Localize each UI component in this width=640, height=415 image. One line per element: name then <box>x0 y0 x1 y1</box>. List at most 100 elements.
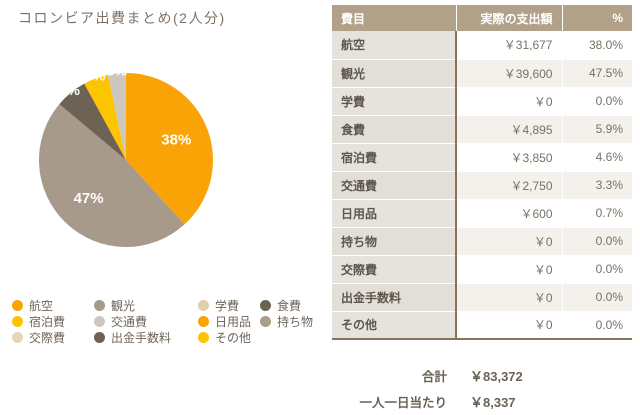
table-row: 出金手数料 ￥0 0.0% <box>332 283 632 312</box>
legend-label: 交通費 <box>111 315 148 329</box>
pie-slice-label: 38% <box>161 132 191 149</box>
cell-value: ￥0 <box>456 87 562 116</box>
cell-value: ￥0 <box>456 283 562 312</box>
cell-name: その他 <box>332 311 457 340</box>
cell-name: 交際費 <box>332 255 457 284</box>
cell-percent: 4.6% <box>561 143 632 172</box>
cell-value: ￥0 <box>456 311 562 340</box>
table-row: 交通費 ￥2,750 3.3% <box>332 171 632 200</box>
legend-item-kosaihi[interactable]: 交際費 <box>12 330 94 345</box>
legend-swatch-icon <box>12 332 23 343</box>
total-label: 合計 <box>421 369 447 384</box>
totals-section: 合計 ￥83,372 一人一日当たり ￥8,337 <box>332 362 632 414</box>
legend-column-4: 食費 持ち物 <box>260 298 318 345</box>
cell-value: ￥31,677 <box>456 31 562 60</box>
chart-panel: コロンビア出費まとめ(2人分) 38% 47% 6% 5% 3% 航空 宿泊費 交際費 <box>12 10 318 345</box>
legend-item-sonota[interactable]: その他 <box>198 330 260 345</box>
legend-column-3: 学費 日用品 その他 <box>198 298 260 345</box>
chart-legend: 航空 宿泊費 交際費 観光 交通費 出金手数料 <box>12 298 318 345</box>
pie-slice-label: 6% <box>60 82 81 98</box>
legend-label: 学費 <box>215 299 240 313</box>
legend-swatch-icon <box>12 300 23 311</box>
table-row: 食費 ￥4,895 5.9% <box>332 115 632 144</box>
legend-item-nichiyohin[interactable]: 日用品 <box>198 314 260 329</box>
legend-label: 出金手数料 <box>111 331 172 345</box>
pie-chart-svg: 38% 47% 6%5% 3% <box>38 62 213 248</box>
legend-label: 食費 <box>277 299 302 313</box>
legend-swatch-icon <box>260 316 271 327</box>
cell-percent: 0.0% <box>561 311 632 340</box>
cell-name: 学費 <box>332 87 457 116</box>
pie-slice-label: 3% <box>107 62 128 78</box>
cell-percent: 0.0% <box>561 227 632 256</box>
legend-column-2: 観光 交通費 出金手数料 <box>94 298 198 345</box>
pie-slice-label: 5% <box>85 68 106 84</box>
cell-value: ￥0 <box>456 227 562 256</box>
legend-swatch-icon <box>198 316 209 327</box>
legend-label: 持ち物 <box>277 315 314 329</box>
pie-slice[interactable] <box>107 73 126 160</box>
cell-percent: 0.0% <box>561 255 632 284</box>
per-person-per-day-label: 一人一日当たり <box>359 395 447 410</box>
legend-item-shukkintesuryo[interactable]: 出金手数料 <box>94 330 198 345</box>
cell-name: 観光 <box>332 59 457 88</box>
legend-label: 宿泊費 <box>29 315 66 329</box>
legend-item-shokuhi[interactable]: 食費 <box>260 298 318 313</box>
legend-swatch-icon <box>260 300 271 311</box>
cell-percent: 47.5% <box>561 59 632 88</box>
cell-value: ￥600 <box>456 199 562 228</box>
cell-name: 日用品 <box>332 199 457 228</box>
table-row: 持ち物 ￥0 0.0% <box>332 227 632 256</box>
legend-swatch-icon <box>198 300 209 311</box>
legend-item-kotsuhi[interactable]: 交通費 <box>94 314 198 329</box>
cell-name: 食費 <box>332 115 457 144</box>
pie-slice-group <box>38 73 213 248</box>
table-row: その他 ￥0 0.0% <box>332 311 632 340</box>
column-header-percent: % <box>562 5 632 31</box>
cell-percent: 0.0% <box>561 87 632 116</box>
cell-percent: 0.7% <box>561 199 632 228</box>
cell-value: ￥4,895 <box>456 115 562 144</box>
legend-item-gakuhi[interactable]: 学費 <box>198 298 260 313</box>
legend-column-1: 航空 宿泊費 交際費 <box>12 298 94 345</box>
table-row: 航空 ￥31,677 38.0% <box>332 31 632 60</box>
cell-name: 出金手数料 <box>332 283 457 312</box>
table-row: 宿泊費 ￥3,850 4.6% <box>332 143 632 172</box>
legend-item-kanko[interactable]: 観光 <box>94 298 198 313</box>
expense-table-panel: 費目 実際の支出額 % 航空 ￥31,677 38.0% 観光 ￥39,600 47.5%… <box>332 5 632 340</box>
cell-name: 持ち物 <box>332 227 457 256</box>
legend-item-koku[interactable]: 航空 <box>12 298 94 313</box>
column-header-value: 実際の支出額 <box>456 5 563 31</box>
legend-label: 交際費 <box>29 331 66 345</box>
legend-label: 観光 <box>111 299 136 313</box>
cell-value: ￥3,850 <box>456 143 562 172</box>
cell-value: ￥39,600 <box>456 59 562 88</box>
pie-slice[interactable] <box>126 73 213 225</box>
per-person-per-day-row: 一人一日当たり ￥8,337 <box>332 388 632 414</box>
legend-swatch-icon <box>94 332 105 343</box>
table-body: 航空 ￥31,677 38.0% 観光 ￥39,600 47.5% 学費 ￥0 0.0% 食費 ￥4… <box>332 31 632 340</box>
cell-value: ￥2,750 <box>456 171 562 200</box>
legend-swatch-icon <box>12 316 23 327</box>
legend-swatch-icon <box>94 316 105 327</box>
legend-label: 日用品 <box>215 315 252 329</box>
table-row: 観光 ￥39,600 47.5% <box>332 59 632 88</box>
cell-value: ￥0 <box>456 255 562 284</box>
pie-slice[interactable] <box>59 83 126 160</box>
page-title: コロンビア出費まとめ(2人分) <box>18 10 226 26</box>
pie-slice[interactable] <box>84 74 126 160</box>
legend-item-shukuhakuhi[interactable]: 宿泊費 <box>12 314 94 329</box>
table-head: 費目 実際の支出額 % <box>332 5 632 31</box>
cell-name: 交通費 <box>332 171 457 200</box>
table-row: 学費 ￥0 0.0% <box>332 87 632 116</box>
pie-slice-label: 47% <box>74 190 104 207</box>
pie-slice[interactable] <box>38 104 185 248</box>
legend-item-mochimono[interactable]: 持ち物 <box>260 314 318 329</box>
legend-label: その他 <box>215 331 252 345</box>
expense-table: 費目 実際の支出額 % 航空 ￥31,677 38.0% 観光 ￥39,600 47.5%… <box>332 5 632 340</box>
cell-percent: 3.3% <box>561 171 632 200</box>
pie-label-group: 38% 47% 6%5% 3% <box>60 62 192 206</box>
table-header-row: 費目 実際の支出額 % <box>332 5 632 31</box>
legend-swatch-icon <box>198 332 209 343</box>
cell-name: 宿泊費 <box>332 143 457 172</box>
